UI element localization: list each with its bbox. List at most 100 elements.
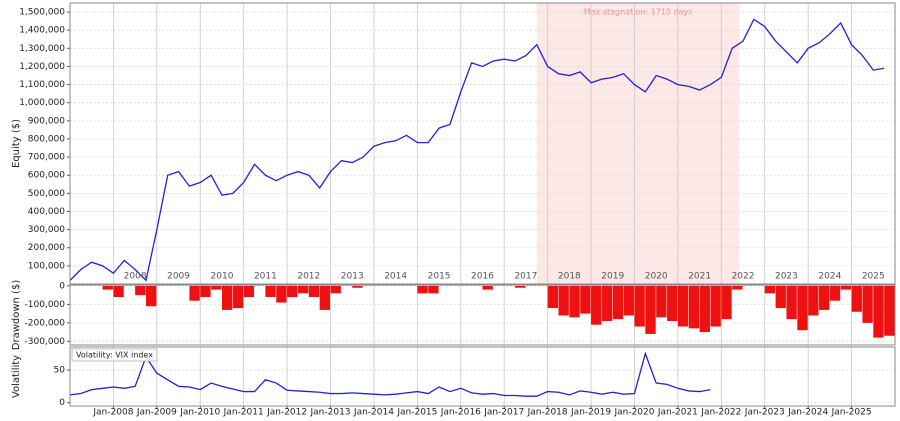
y-tick-label: 1,100,000 [19,80,65,90]
legend-label: Volatility: VIX index [76,351,153,360]
year-label: 2019 [601,272,624,282]
drawdown-bar [667,285,678,321]
drawdown-bar [732,285,743,290]
y-tick-label: -200,000 [25,318,66,328]
drawdown-bar [862,285,873,323]
x-tick-label: Jan-2021 [657,408,698,418]
x-tick-label: Jan-2009 [136,408,177,418]
drawdown-bar [308,285,320,297]
drawdown-bar [677,285,689,327]
drawdown-bar [243,285,255,297]
drawdown-bar [645,285,656,334]
drawdown-bar [710,285,721,327]
stagnation-span [536,3,740,284]
x-tick-label: Jan-2015 [396,408,437,418]
panel-border [69,346,896,407]
year-label: 2015 [428,272,451,282]
year-label: 2017 [514,272,537,282]
y-tick-label: 0 [59,281,65,291]
y-axis-title: Equity ($) [11,119,22,168]
drawdown-bar [482,285,493,290]
year-label: 2024 [818,272,841,282]
drawdown-bar [873,285,884,338]
year-label: 2008 [124,272,147,282]
x-tick-label: Jan-2016 [440,408,481,418]
drawdown-bar [297,285,309,294]
year-label: 2011 [254,272,277,282]
x-tick-label: Jan-2011 [223,408,264,418]
legend-box [71,348,158,362]
drawdown-bar [601,285,613,321]
year-label: 2023 [775,272,798,282]
drawdown-bar [569,285,580,318]
drawdown-bar [764,285,776,294]
drawdown-bar [558,285,569,316]
year-label: 2020 [645,272,668,282]
drawdown-bar [221,285,233,310]
drawdown-bar [580,285,591,314]
x-tick-label: Jan-2020 [613,408,654,418]
panel-border [69,2,896,285]
year-label: 2022 [732,272,755,282]
y-tick-label: 1,000,000 [19,98,65,108]
y-tick-label: 1,200,000 [19,62,65,72]
drawdown-bar [721,285,732,320]
drawdown-bar [591,285,602,325]
y-tick-label: 300,000 [28,225,65,235]
x-tick-label: Jan-2014 [353,408,394,418]
drawdown-bar [688,285,700,329]
year-label: 2009 [167,272,190,282]
drawdown-bar [634,285,645,327]
year-label: 2012 [297,272,320,282]
year-label: 2016 [471,272,494,282]
year-label: 2025 [862,272,885,282]
drawdown-bar [797,285,808,331]
y-tick-label: 100,000 [28,261,65,271]
y-axis-title: Volatility [11,355,22,398]
x-tick-label: Jan-2025 [831,408,872,418]
drawdown-bar [145,285,157,307]
y-tick-label: -100,000 [25,300,66,310]
y-axis-title: Drawdown ($) [11,280,22,351]
year-label: 2021 [688,272,711,282]
panel-border [69,284,896,346]
y-tick-label: 900,000 [28,116,65,126]
drawdown-bar [612,285,624,320]
y-tick-label: 200,000 [28,243,65,253]
drawdown-bar [775,285,786,309]
drawdown-bar [656,285,667,318]
drawdown-bar [200,285,211,297]
drawdown-bar [265,285,276,297]
x-tick-label: Jan-2024 [787,408,828,418]
drawdown-bar [829,285,841,301]
x-tick-label: Jan-2012 [266,408,307,418]
x-tick-label: Jan-2022 [700,408,741,418]
y-tick-label: 0 [59,398,65,408]
x-tick-label: Jan-2017 [483,408,524,418]
data-line [69,351,711,397]
x-tick-label: Jan-2019 [570,408,611,418]
y-tick-label: 400,000 [28,207,65,217]
drawdown-bar [884,285,895,336]
y-tick-label: -300,000 [25,337,66,347]
legend: Volatility: VIX index [71,348,158,362]
drawdown-bar [287,285,298,297]
drawdown-bar [102,285,113,290]
y-tick-label: 1,400,000 [19,26,65,36]
y-tick-label: 800,000 [28,134,65,144]
y-tick-label: 600,000 [28,171,65,181]
drawdown-bar [352,285,363,288]
y-tick-label: 500,000 [28,189,65,199]
panel-background [70,347,895,406]
x-tick-label: Jan-2010 [179,408,220,418]
x-tick-label: Jan-2008 [92,408,133,418]
y-tick-label: 1,300,000 [19,44,65,54]
y-tick-label: 50 [54,365,66,375]
year-label: 2018 [558,272,581,282]
drawdown-bar [840,285,852,290]
year-label: 2010 [211,272,234,282]
data-line [69,18,885,282]
drawdown-bar [819,285,830,310]
